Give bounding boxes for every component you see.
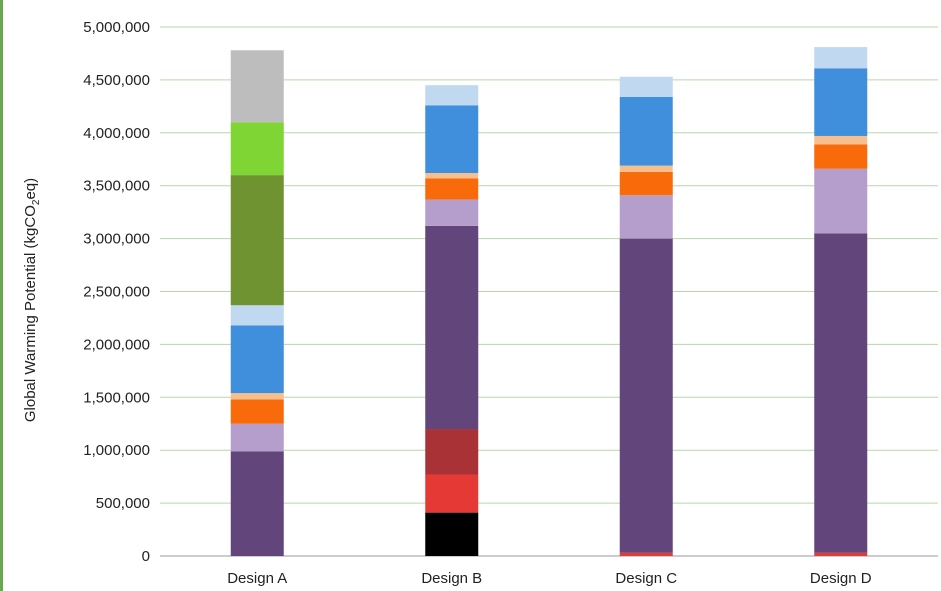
y-tick-label: 4,000,000: [83, 125, 150, 142]
bar-segment-5: [425, 199, 479, 226]
gridlines: [160, 26, 938, 557]
x-category-label: Design C: [615, 570, 677, 587]
x-category-label: Design A: [227, 570, 287, 587]
bar-segment-5: [619, 195, 673, 239]
y-tick-label: 5,000,000: [83, 19, 150, 36]
bar-segment-4: [425, 225, 479, 430]
bar-segment-9: [619, 76, 673, 97]
bar-segment-4: [619, 238, 673, 553]
x-category-label: Design D: [810, 570, 872, 587]
bar-segment-5: [814, 168, 868, 234]
bar-segment-12: [230, 50, 284, 123]
bar-segment-4: [230, 451, 284, 556]
x-category-label: Design B: [421, 570, 482, 587]
bar-segment-7: [814, 135, 868, 145]
y-axis-label-main: Global Warming Potential (kgCO: [22, 205, 39, 422]
bar-segment-9: [814, 47, 868, 69]
bar-segment-7: [619, 165, 673, 172]
bar-segment-2: [425, 474, 479, 513]
bar-segment-8: [619, 96, 673, 166]
y-tick-label: 3,500,000: [83, 178, 150, 195]
bars: [230, 47, 868, 556]
left-accent-rule: [0, 0, 3, 591]
bar-segment-3: [425, 429, 479, 475]
bar-segment-8: [425, 105, 479, 174]
y-axis-label-sub: 2: [31, 199, 42, 205]
bar-segment-7: [425, 173, 479, 179]
y-tick-label: 1,500,000: [83, 389, 150, 406]
bar-segment-6: [425, 178, 479, 200]
bar-segment-6: [619, 171, 673, 196]
bar-segment-11: [230, 122, 284, 176]
bar-segment-2: [814, 552, 868, 556]
y-axis-label: Global Warming Potential (kgCO2eq): [22, 178, 42, 422]
bar-segment-7: [230, 393, 284, 400]
y-axis-label-suffix: eq): [22, 178, 39, 200]
y-tick-label: 2,000,000: [83, 336, 150, 353]
bar-segment-8: [814, 68, 868, 136]
y-tick-label: 500,000: [96, 495, 150, 512]
y-tick-labels: 0 500,000 1,000,000 1,500,000 2,000,000 2,500…: [83, 19, 150, 565]
bar-segment-1: [425, 512, 479, 556]
bar-segment-9: [230, 305, 284, 326]
bar-segment-10: [230, 175, 284, 306]
bar-segment-2: [619, 552, 673, 556]
bar-segment-8: [230, 325, 284, 394]
bar-segment-6: [814, 144, 868, 169]
y-tick-label: 1,000,000: [83, 442, 150, 459]
bar-segment-9: [425, 85, 479, 106]
x-category-labels: Design A Design B Design C Design D: [227, 570, 872, 587]
bar-segment-5: [230, 423, 284, 452]
y-tick-label: 4,500,000: [83, 72, 150, 89]
y-tick-label: 0: [142, 548, 150, 565]
y-tick-label: 2,500,000: [83, 284, 150, 301]
y-tick-label: 3,000,000: [83, 231, 150, 248]
bar-segment-6: [230, 399, 284, 424]
bar-segment-4: [814, 233, 868, 553]
